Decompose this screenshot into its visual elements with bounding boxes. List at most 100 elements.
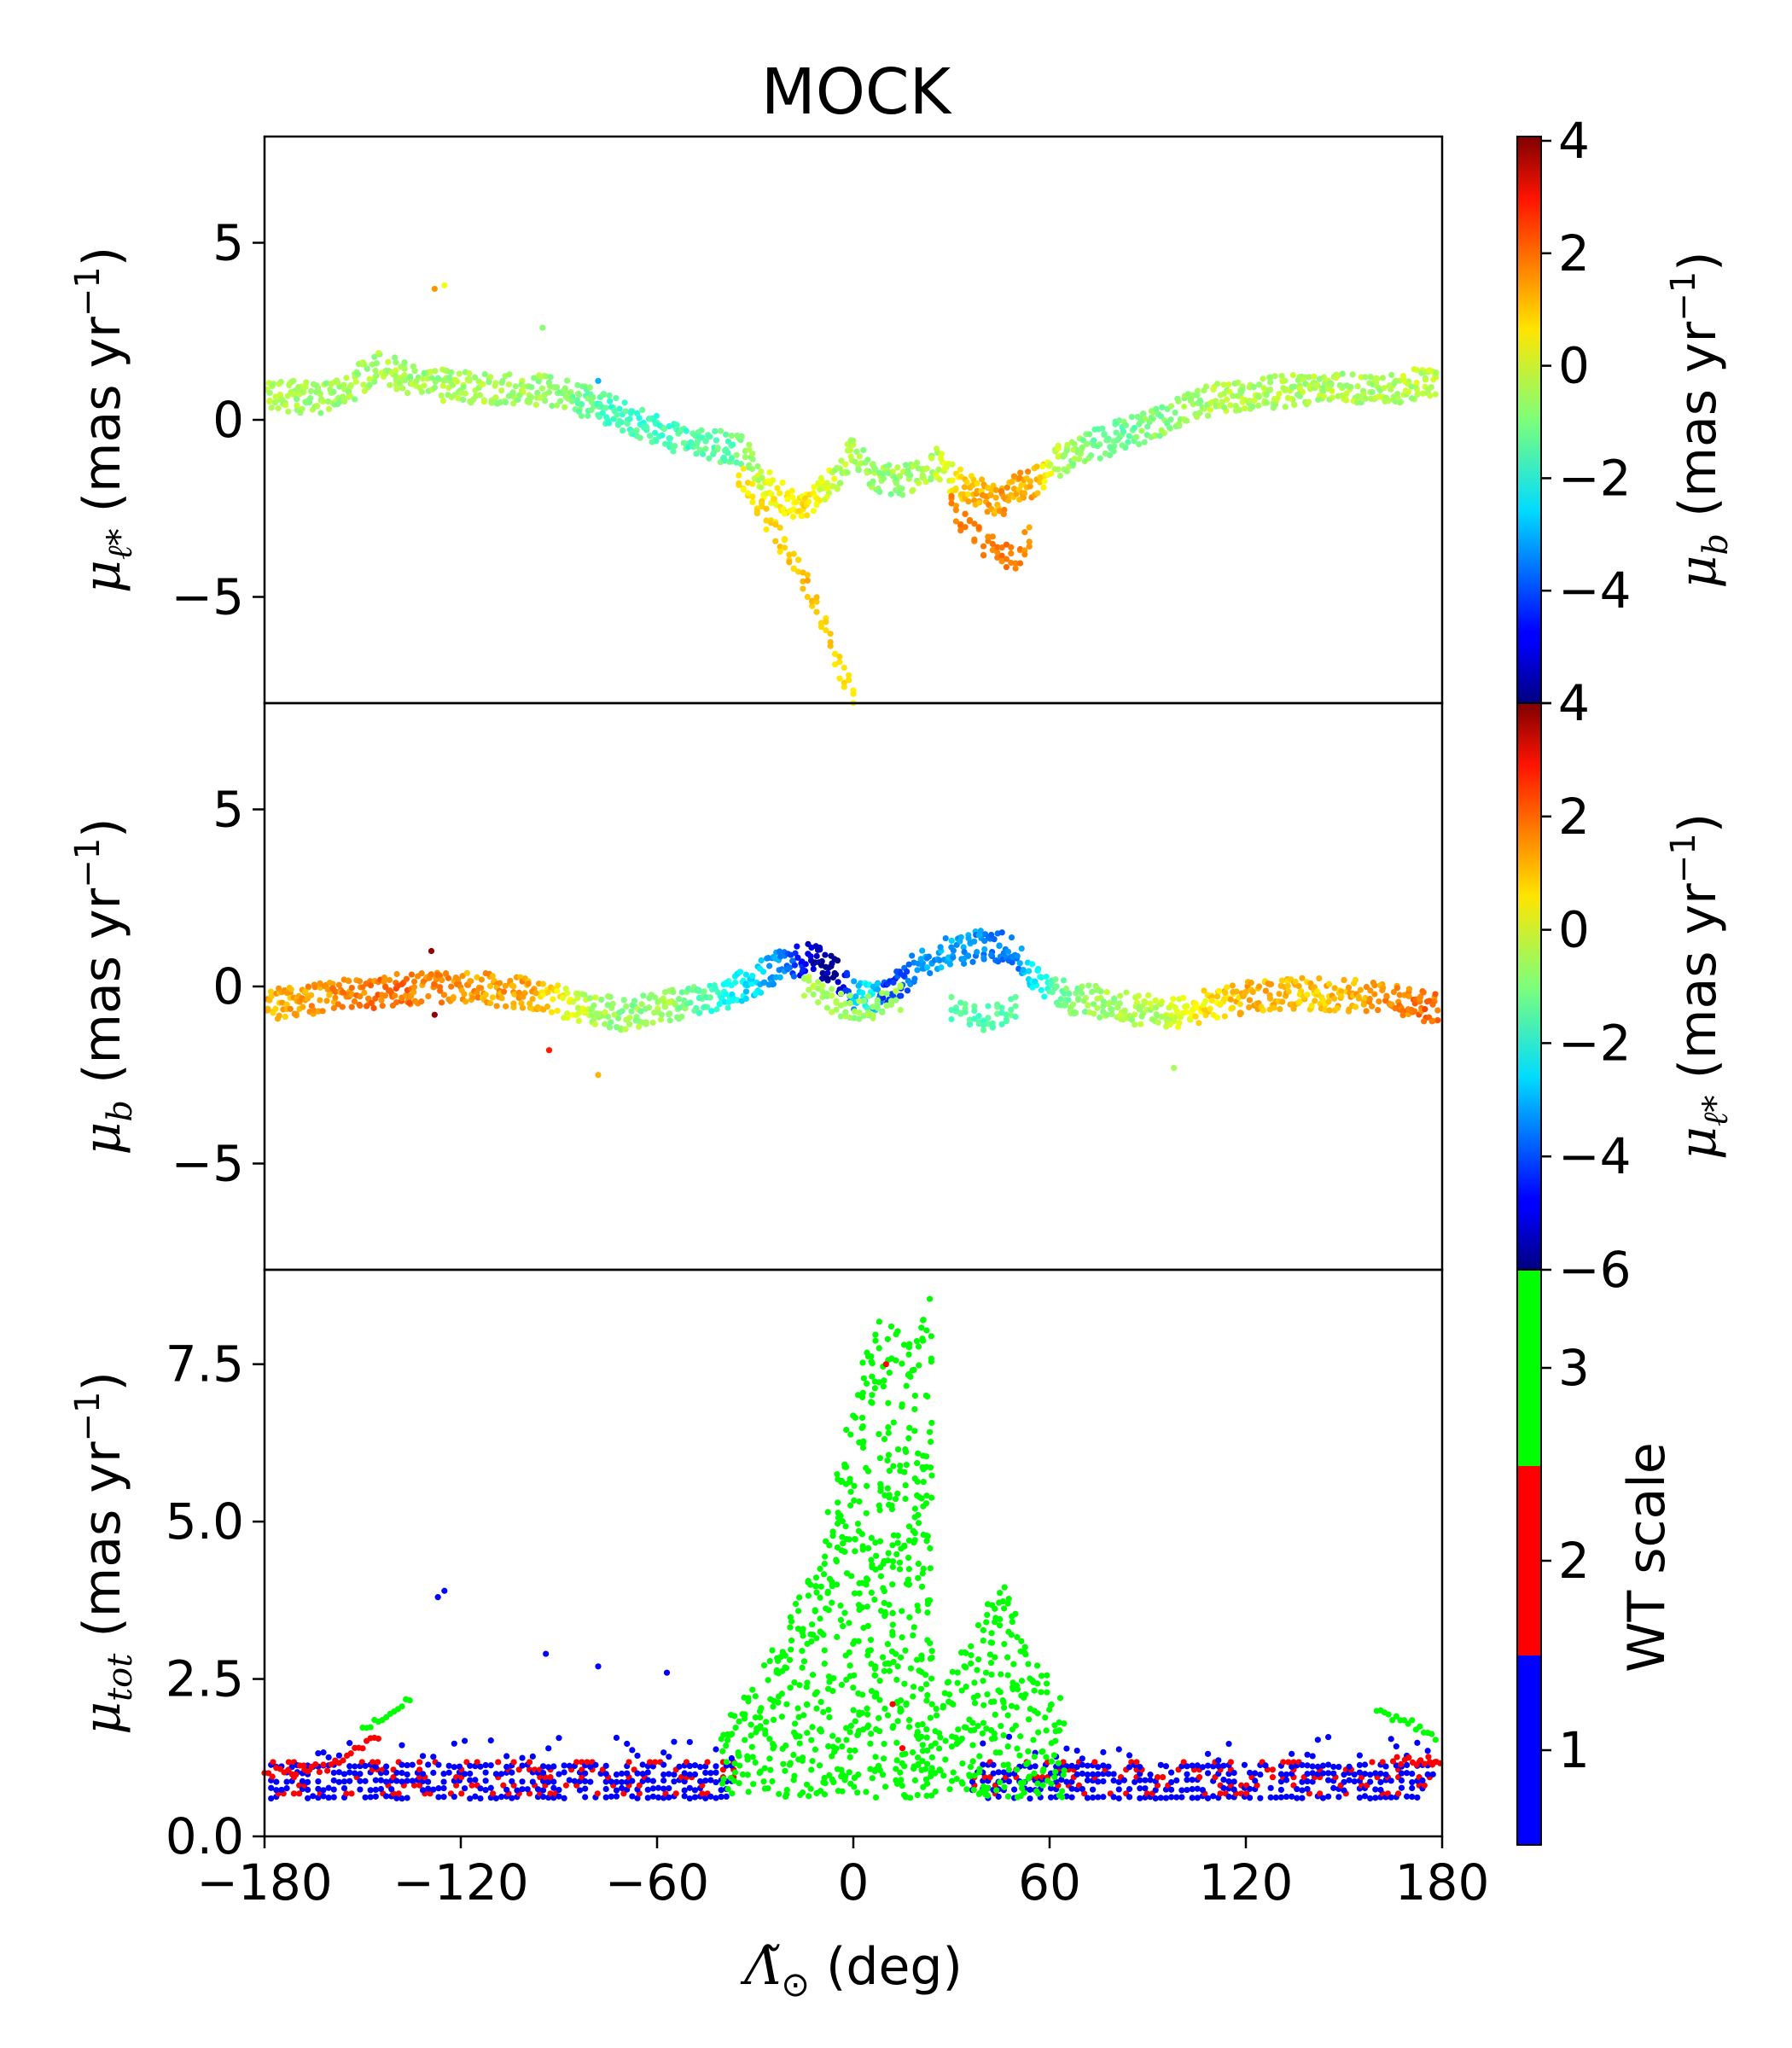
data-point — [1413, 367, 1420, 374]
panel-bottom: 0.02.55.07.5 −180 −120 −60 0 60 120 180 μtot (… — [68, 1268, 1489, 2004]
data-point — [887, 998, 895, 1004]
data-point — [277, 378, 284, 386]
data-point — [1100, 1777, 1107, 1785]
data-point — [1237, 1009, 1244, 1016]
data-point — [940, 1772, 947, 1779]
data-point — [960, 960, 968, 967]
data-point — [1330, 1784, 1337, 1791]
data-point — [404, 1762, 410, 1769]
data-point — [713, 1746, 719, 1753]
data-point — [795, 1608, 802, 1615]
data-point — [320, 1749, 327, 1756]
data-point — [966, 517, 974, 524]
data-point — [794, 943, 800, 950]
data-point — [1390, 988, 1398, 996]
data-point — [1005, 1766, 1012, 1773]
data-point — [666, 1754, 672, 1760]
data-point — [1039, 463, 1046, 470]
data-point — [1405, 1720, 1411, 1727]
data-point — [1222, 989, 1229, 997]
data-point — [409, 1777, 416, 1784]
data-point — [911, 978, 917, 986]
data-point — [971, 521, 978, 527]
data-point — [638, 1000, 645, 1008]
data-point — [889, 1558, 897, 1565]
data-point — [1144, 423, 1151, 430]
data-point — [902, 462, 909, 468]
data-point — [1147, 1777, 1154, 1783]
data-point — [553, 384, 561, 391]
data-point — [980, 1761, 986, 1768]
data-point — [477, 1763, 484, 1770]
data-point — [761, 1765, 768, 1772]
data-point — [660, 1761, 667, 1768]
data-point — [1377, 1778, 1384, 1786]
data-point — [742, 988, 750, 995]
data-point — [1263, 399, 1271, 406]
data-point — [881, 1667, 887, 1674]
data-point — [749, 1754, 756, 1760]
data-point — [800, 569, 806, 576]
cbar-tick-label: 0 — [1558, 901, 1590, 959]
data-point — [938, 451, 945, 457]
colorbar-mu-l-bar — [1516, 702, 1542, 1271]
data-point — [545, 1778, 552, 1785]
data-point — [863, 1510, 870, 1516]
data-point — [1152, 432, 1159, 439]
data-point — [997, 1778, 1004, 1786]
data-point — [492, 380, 499, 387]
data-point — [545, 389, 553, 396]
data-point — [293, 1010, 300, 1017]
data-point — [700, 451, 707, 457]
data-point — [644, 1795, 651, 1801]
data-point — [671, 1771, 678, 1778]
data-point — [346, 1777, 353, 1784]
data-point — [858, 1531, 865, 1538]
data-point — [954, 1679, 961, 1686]
data-point — [637, 1008, 644, 1015]
data-point — [1103, 988, 1110, 996]
data-point — [509, 1769, 515, 1776]
cbar-tick-label: 4 — [1558, 674, 1590, 732]
data-point — [691, 1007, 698, 1015]
colorbar-wt-2 — [1517, 1466, 1541, 1655]
data-point — [1221, 1013, 1228, 1020]
data-point — [466, 369, 473, 377]
ytick-label: −5 — [172, 568, 245, 626]
data-point — [1095, 1794, 1102, 1801]
data-point — [1033, 463, 1040, 470]
data-point — [746, 441, 753, 448]
data-point — [1223, 396, 1231, 403]
data-point — [487, 1737, 494, 1744]
xtick-label: −60 — [605, 1853, 709, 1911]
data-point — [1168, 1794, 1175, 1801]
data-point — [992, 1735, 998, 1742]
data-point — [812, 1690, 818, 1698]
data-point — [381, 975, 388, 981]
data-point — [283, 1778, 290, 1785]
data-point — [357, 1786, 364, 1793]
data-point — [529, 1753, 536, 1760]
data-point — [952, 485, 959, 492]
data-point — [872, 1794, 880, 1801]
data-point — [1020, 966, 1027, 974]
data-point — [1347, 383, 1354, 391]
data-point — [1207, 406, 1214, 413]
data-point — [1405, 1754, 1412, 1761]
data-point — [686, 1762, 693, 1770]
data-point — [1214, 381, 1221, 387]
data-point — [377, 1785, 385, 1793]
data-point — [859, 989, 866, 997]
data-point — [952, 507, 959, 514]
data-point — [882, 1361, 889, 1368]
data-point — [1294, 1785, 1300, 1793]
data-point — [481, 371, 488, 378]
data-point — [356, 1001, 363, 1008]
data-point — [1233, 988, 1240, 995]
data-point — [1409, 1770, 1416, 1777]
data-point — [1168, 1786, 1175, 1793]
data-point — [315, 1750, 322, 1757]
data-point — [847, 1488, 854, 1495]
data-point — [927, 1545, 934, 1552]
data-point — [927, 1714, 934, 1721]
